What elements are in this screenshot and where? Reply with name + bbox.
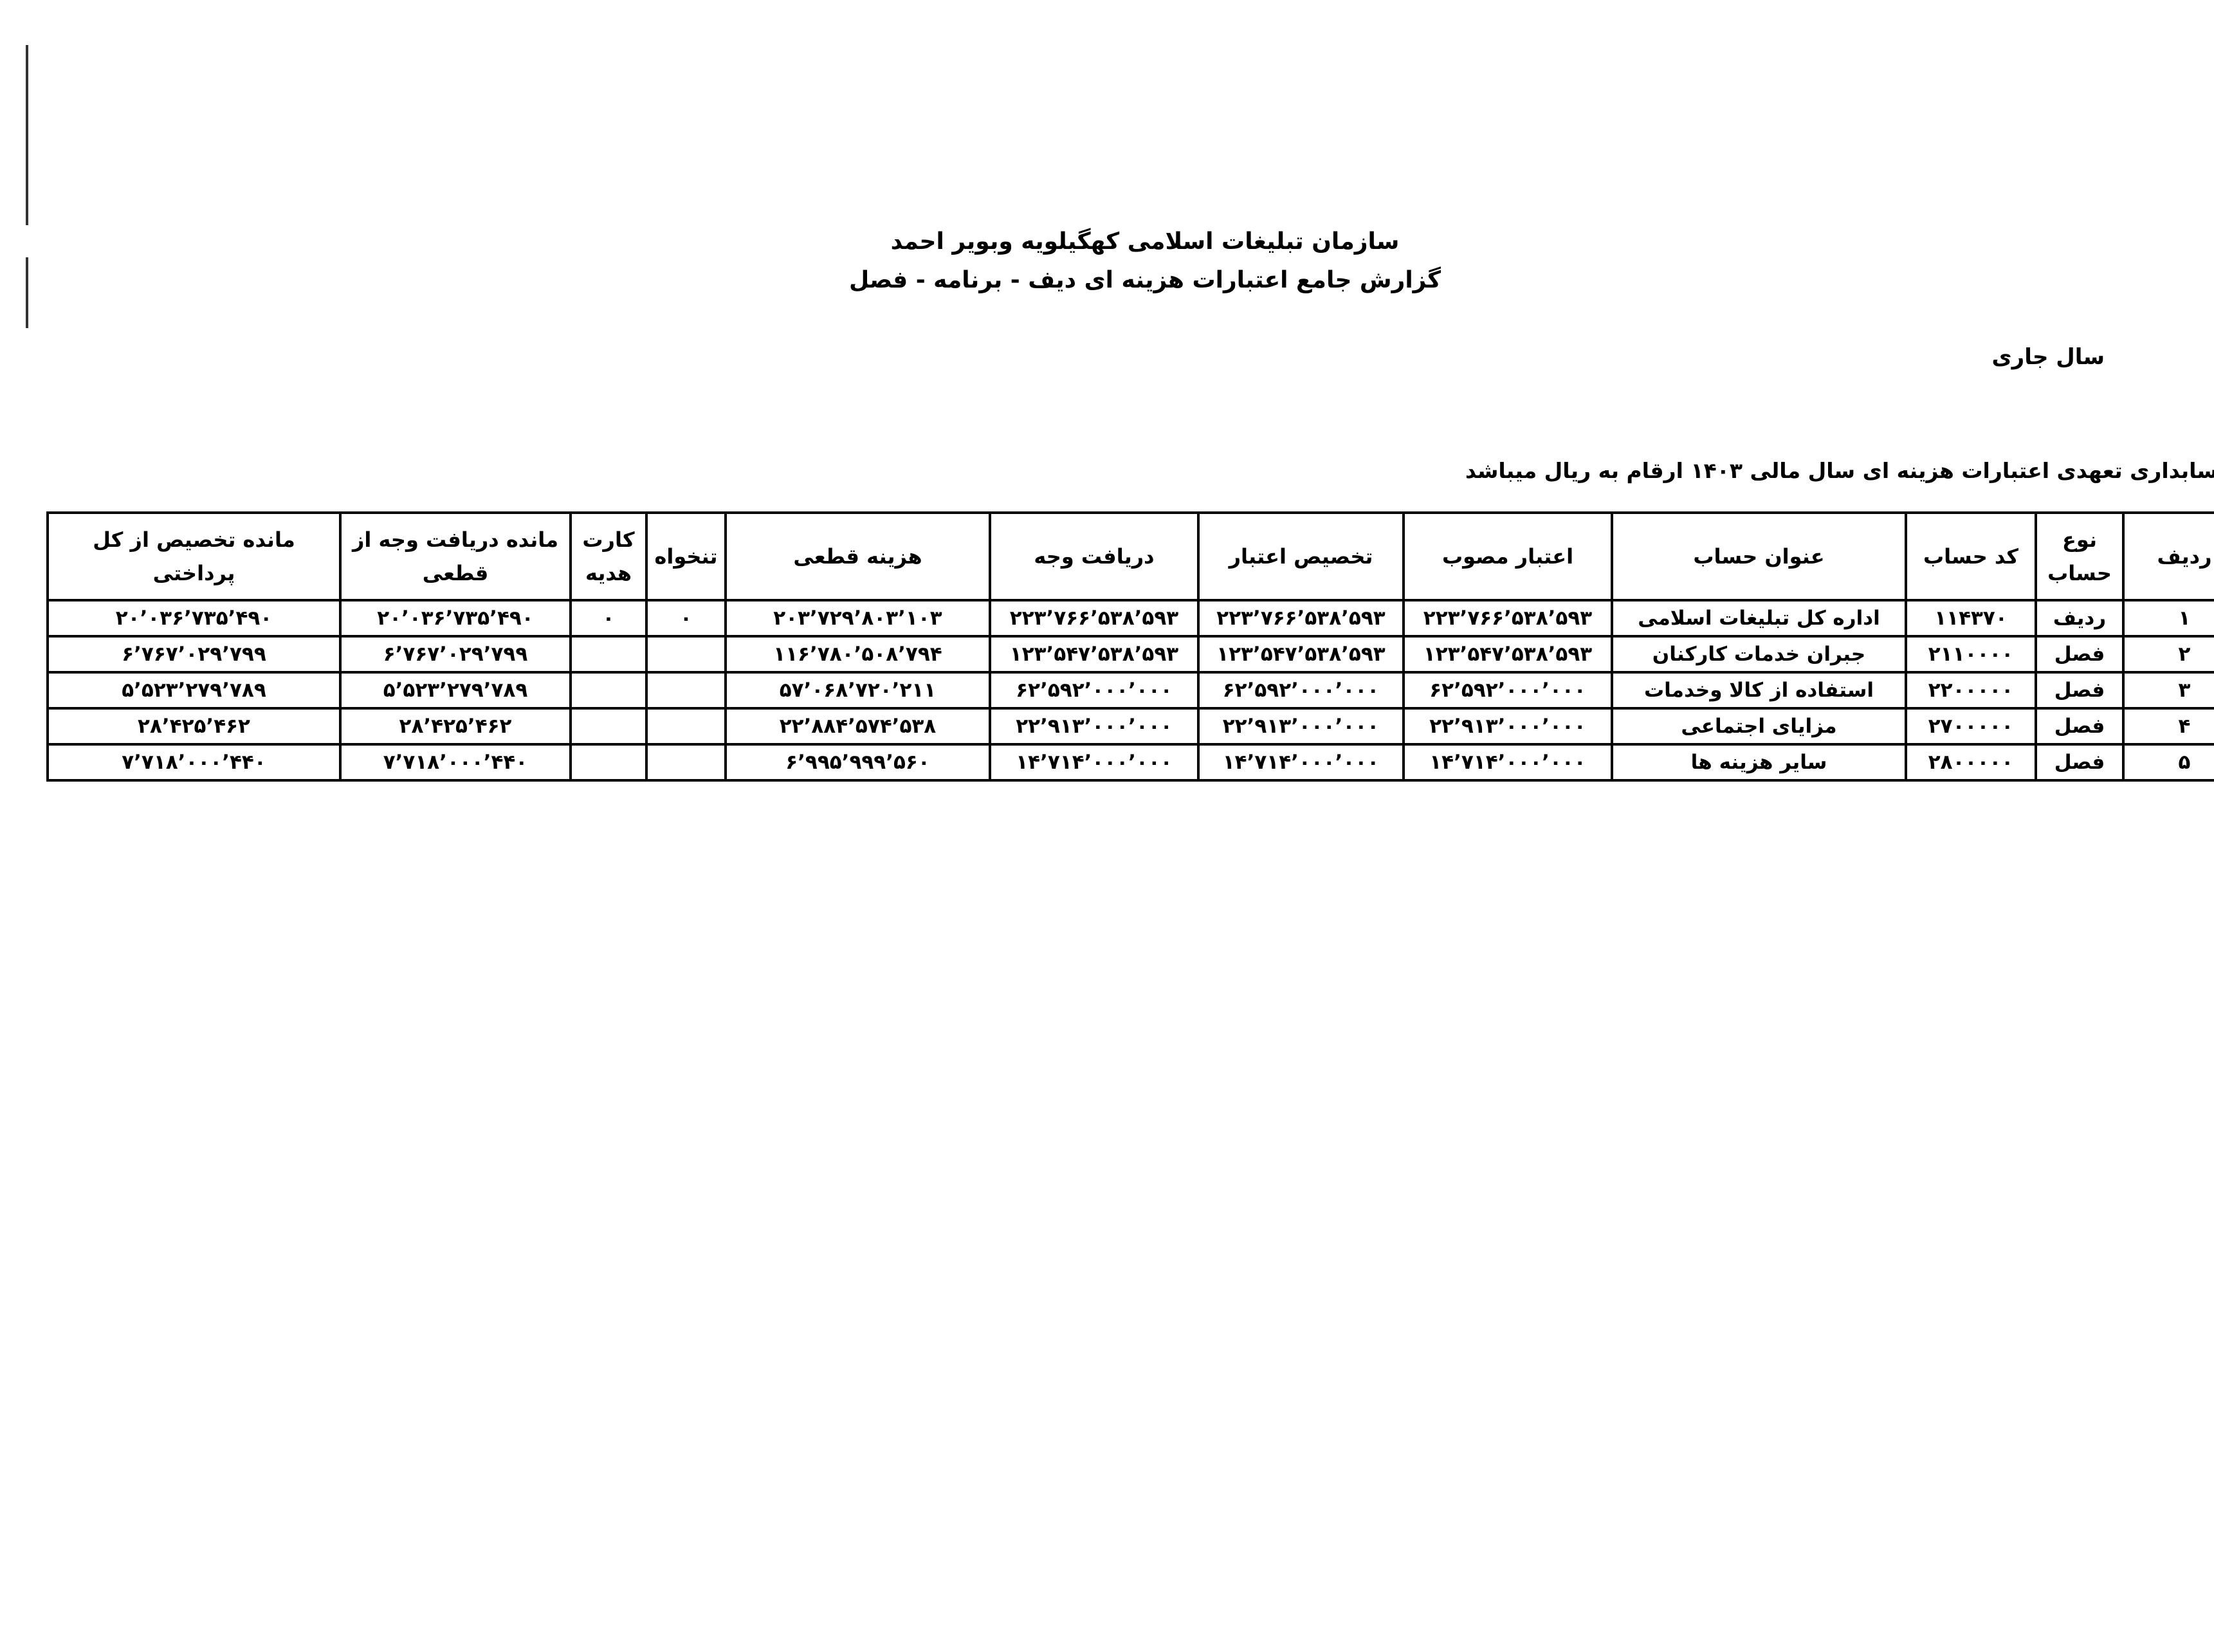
table-row: ۲ فصل ۲۱۱۰۰۰۰ جبران خدمات کارکنان ۱۲۳٬۵۴۷٬۵۳…	[46, 635, 2214, 674]
table-cell	[569, 743, 648, 782]
column-header: کارت هدیه	[569, 511, 648, 601]
table-cell: ۶۲٬۵۹۲٬۰۰۰٬۰۰۰	[1197, 671, 1405, 710]
table-cell: ۱۱۴۳۷۰	[1905, 599, 2037, 638]
column-header: دریافت وجه	[989, 511, 1200, 601]
table-cell: ۲۰٬۰۳۶٬۷۳۵٬۴۹۰	[46, 599, 342, 638]
table-cell	[569, 707, 648, 746]
table-cell: ۲۸۰۰۰۰۰	[1905, 743, 2037, 782]
table-cell: ۲۲۳٬۷۶۶٬۵۳۸٬۵۹۳	[1197, 599, 1405, 638]
table-cell: ۶٬۷۶۷٬۰۲۹٬۷۹۹	[46, 635, 342, 674]
column-header: ردیف	[2122, 511, 2214, 601]
table-cell: ۲۰٬۰۳۶٬۷۳۵٬۴۹۰	[339, 599, 572, 638]
table-row: ۳ فصل ۲۲۰۰۰۰۰ استفاده از کالا وخدمات ۶۲٬۵۹۲٬…	[46, 671, 2214, 710]
table-cell: ۱۲۳٬۵۴۷٬۵۳۸٬۵۹۳	[989, 635, 1200, 674]
column-header: مانده تخصیص از کل پرداختی	[46, 511, 342, 601]
column-header: نوع حساب	[2035, 511, 2125, 601]
table-row: ۴ فصل ۲۷۰۰۰۰۰ مزایای اجتماعی ۲۲٬۹۱۳٬۰۰۰٬۰۰۰ ۲…	[46, 707, 2214, 746]
table-cell	[645, 671, 727, 710]
table-cell: ۴	[2122, 707, 2214, 746]
table-cell: ۶۲٬۵۹۲٬۰۰۰٬۰۰۰	[1402, 671, 1613, 710]
table-cell: ۷٬۷۱۸٬۰۰۰٬۴۴۰	[46, 743, 342, 782]
table-cell: فصل	[2035, 671, 2125, 710]
column-header: کد حساب	[1905, 511, 2037, 601]
table-cell: ۲۲٬۸۸۴٬۵۷۴٬۵۳۸	[724, 707, 991, 746]
table-cell: فصل	[2035, 635, 2125, 674]
table-cell	[569, 635, 648, 674]
scan-edge-mark	[26, 45, 28, 225]
organization-title: سازمان تبلیغات اسلامی کهگیلویه وبویر احم…	[890, 228, 1400, 255]
table-cell: ۲۱۱۰۰۰۰	[1905, 635, 2037, 674]
table-cell	[645, 743, 727, 782]
table-cell: فصل	[2035, 743, 2125, 782]
scan-edge-mark	[26, 257, 28, 328]
table-cell: ۲۲٬۹۱۳٬۰۰۰٬۰۰۰	[989, 707, 1200, 746]
table-cell: ۰	[645, 599, 727, 638]
table-cell	[645, 635, 727, 674]
table-cell: ۱	[2122, 599, 2214, 638]
column-header: تخصیص اعتبار	[1197, 511, 1405, 601]
table-cell: مزایای اجتماعی	[1611, 707, 1907, 746]
table-cell: ۲۲۰۰۰۰۰	[1905, 671, 2037, 710]
table-cell: اداره کل تبلیغات اسلامی	[1611, 599, 1907, 638]
table-cell: ۶٬۹۹۵٬۹۹۹٬۵۶۰	[724, 743, 991, 782]
table-cell: ۱۲۳٬۵۴۷٬۵۳۸٬۵۹۳	[1402, 635, 1613, 674]
table-row: ۵ فصل ۲۸۰۰۰۰۰ سایر هزینه ها ۱۴٬۷۱۴٬۰۰۰٬۰۰۰ ۱۴…	[46, 743, 2214, 782]
table-cell: ۲۲۳٬۷۶۶٬۵۳۸٬۵۹۳	[989, 599, 1200, 638]
report-title: گزارش جامع اعتبارات هزینه ای دیف - برنام…	[848, 267, 1441, 293]
column-header: مانده دریافت وجه از قطعی	[339, 511, 572, 601]
table-cell: ۲	[2122, 635, 2214, 674]
table-cell: ۲۷۰۰۰۰۰	[1905, 707, 2037, 746]
column-header: عنوان حساب	[1611, 511, 1907, 601]
table-cell: ۵۷٬۰۶۸٬۷۲۰٬۲۱۱	[724, 671, 991, 710]
period-label: سال جاری	[1991, 344, 2105, 370]
table-cell: ۲۲٬۹۱۳٬۰۰۰٬۰۰۰	[1402, 707, 1613, 746]
table-cell: ۷٬۷۱۸٬۰۰۰٬۴۴۰	[339, 743, 572, 782]
table-cell: سایر هزینه ها	[1611, 743, 1907, 782]
table-cell: ۱۴٬۷۱۴٬۰۰۰٬۰۰۰	[989, 743, 1200, 782]
table-cell: ۱۲۳٬۵۴۷٬۵۳۸٬۵۹۳	[1197, 635, 1405, 674]
table-cell: ۱۴٬۷۱۴٬۰۰۰٬۰۰۰	[1402, 743, 1613, 782]
table-cell: ۲۸٬۴۲۵٬۴۶۲	[339, 707, 572, 746]
table-cell: جبران خدمات کارکنان	[1611, 635, 1907, 674]
table-cell: ۱۴٬۷۱۴٬۰۰۰٬۰۰۰	[1197, 743, 1405, 782]
table-cell: ۵	[2122, 743, 2214, 782]
table-cell: ۶۲٬۵۹۲٬۰۰۰٬۰۰۰	[989, 671, 1200, 710]
table-header-row: ردیف نوع حساب کد حساب عنوان حساب اعتبار مصوب…	[46, 511, 2214, 601]
table-cell: ۵٬۵۲۳٬۲۷۹٬۷۸۹	[339, 671, 572, 710]
table-cell	[569, 671, 648, 710]
table-cell: ردیف	[2035, 599, 2125, 638]
table-cell: ۶٬۷۶۷٬۰۲۹٬۷۹۹	[339, 635, 572, 674]
column-header: هزینه قطعی	[724, 511, 991, 601]
table-cell	[645, 707, 727, 746]
table-cell: ۲۰۳٬۷۲۹٬۸۰۳٬۱۰۳	[724, 599, 991, 638]
table-cell: ۵٬۵۲۳٬۲۷۹٬۷۸۹	[46, 671, 342, 710]
column-header: تنخواه	[645, 511, 727, 601]
table-cell: ۲۲۳٬۷۶۶٬۵۳۸٬۵۹۳	[1402, 599, 1613, 638]
table-cell: فصل	[2035, 707, 2125, 746]
table-cell: ۲۸٬۴۲۵٬۴۶۲	[46, 707, 342, 746]
report-note: سابداری تعهدی اعتبارات هزینه ای سال مالی…	[1465, 458, 2214, 483]
table-cell: ۳	[2122, 671, 2214, 710]
credits-table: ردیف نوع حساب کد حساب عنوان حساب اعتبار مصوب…	[46, 511, 2214, 782]
table-cell: ۲۲٬۹۱۳٬۰۰۰٬۰۰۰	[1197, 707, 1405, 746]
table-cell: ۱۱۶٬۷۸۰٬۵۰۸٬۷۹۴	[724, 635, 991, 674]
table-cell: ۰	[569, 599, 648, 638]
table-cell: استفاده از کالا وخدمات	[1611, 671, 1907, 710]
table-row: ۱ ردیف ۱۱۴۳۷۰ اداره کل تبلیغات اسلامی ۲۲۳٬۷۶…	[46, 599, 2214, 638]
column-header: اعتبار مصوب	[1402, 511, 1613, 601]
